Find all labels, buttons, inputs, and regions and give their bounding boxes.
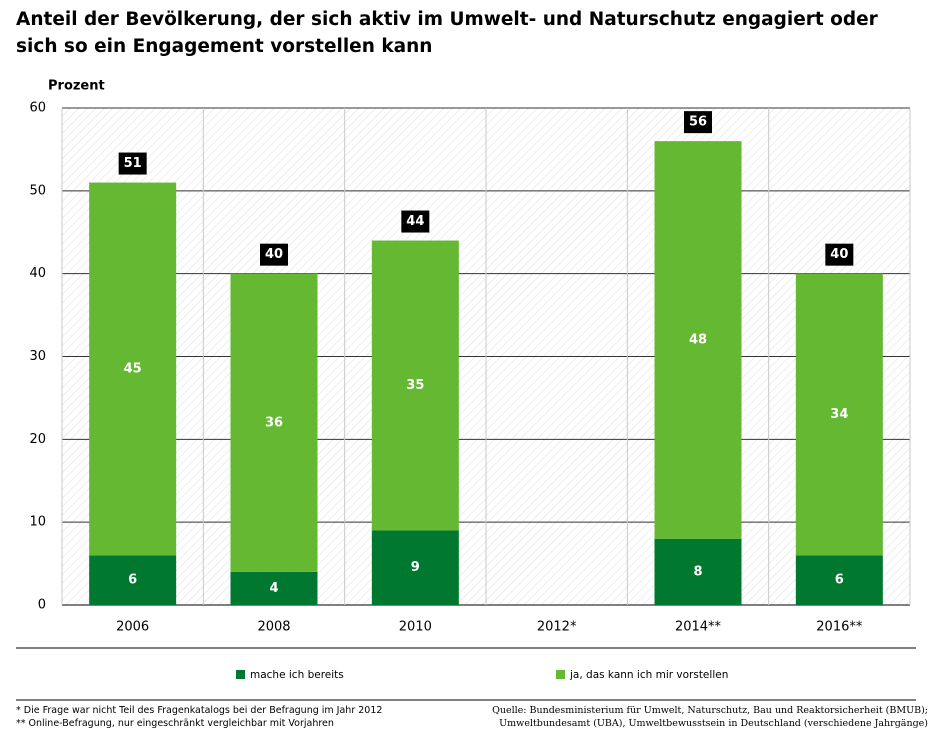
y-tick-label: 0	[38, 598, 46, 613]
data-label: 6	[835, 573, 844, 588]
total-label-box	[118, 152, 147, 175]
legend-label: ja, das kann ich mir vorstellen	[569, 669, 728, 681]
total-label: 40	[830, 247, 848, 262]
bar-segment	[654, 538, 742, 605]
chart-title: Anteil der Bevölkerung, der sich aktiv i…	[16, 9, 878, 57]
data-label: 48	[689, 332, 707, 347]
y-tick-label: 20	[29, 432, 46, 447]
x-tick-label: 2016**	[816, 620, 863, 635]
y-tick-label: 10	[29, 515, 46, 530]
x-tick-label: 2006	[116, 620, 149, 635]
footnotes: * Die Frage war nicht Teil des Fragenkat…	[16, 704, 382, 730]
total-label: 40	[265, 247, 283, 262]
data-label: 9	[411, 560, 420, 575]
x-tick-label: 2012*	[537, 620, 577, 635]
x-tick-label: 2008	[257, 620, 290, 635]
bar-segment	[89, 555, 177, 605]
data-label: 34	[830, 407, 848, 422]
total-label: 44	[406, 214, 424, 229]
footnote: * Die Frage war nicht Teil des Fragenkat…	[16, 705, 383, 716]
data-label: 4	[269, 581, 278, 596]
x-tick-label: 2014**	[675, 620, 722, 635]
source-line: Umweltbundesamt (UBA), Umweltbewusstsein…	[499, 718, 928, 729]
bar-segment	[89, 182, 177, 556]
bar-segment	[371, 530, 459, 605]
y-axis-label: Prozent	[48, 79, 105, 94]
bar-segment	[654, 141, 742, 539]
data-label: 36	[265, 415, 283, 430]
bar-segment	[230, 571, 318, 605]
x-tick-label: 2010	[399, 620, 432, 635]
total-label-box	[401, 210, 430, 233]
y-tick-label: 60	[29, 101, 46, 116]
footnote: ** Online-Befragung, nur eingeschränkt v…	[16, 718, 334, 729]
data-label: 45	[124, 361, 142, 376]
bar-segment	[795, 273, 883, 556]
legend-swatch	[556, 670, 565, 679]
y-tick-label: 50	[29, 183, 46, 198]
data-label: 35	[406, 378, 424, 393]
total-label-box	[825, 243, 854, 266]
bar-segment	[230, 273, 318, 572]
total-label-box	[684, 111, 712, 134]
bar-segment	[795, 555, 883, 605]
legend-swatch	[236, 670, 245, 679]
total-label: 51	[124, 156, 142, 171]
total-label: 56	[689, 115, 707, 130]
data-label: 6	[128, 573, 137, 588]
total-label-box	[260, 243, 288, 266]
legend-label: mache ich bereits	[250, 669, 344, 681]
y-tick-label: 40	[29, 266, 46, 281]
data-label: 8	[693, 564, 702, 579]
source: Quelle: Bundesministerium für Umwelt, Na…	[492, 704, 928, 730]
y-tick-label: 30	[29, 349, 46, 364]
source-line: Quelle: Bundesministerium für Umwelt, Na…	[492, 705, 928, 716]
bar-segment	[371, 240, 459, 531]
